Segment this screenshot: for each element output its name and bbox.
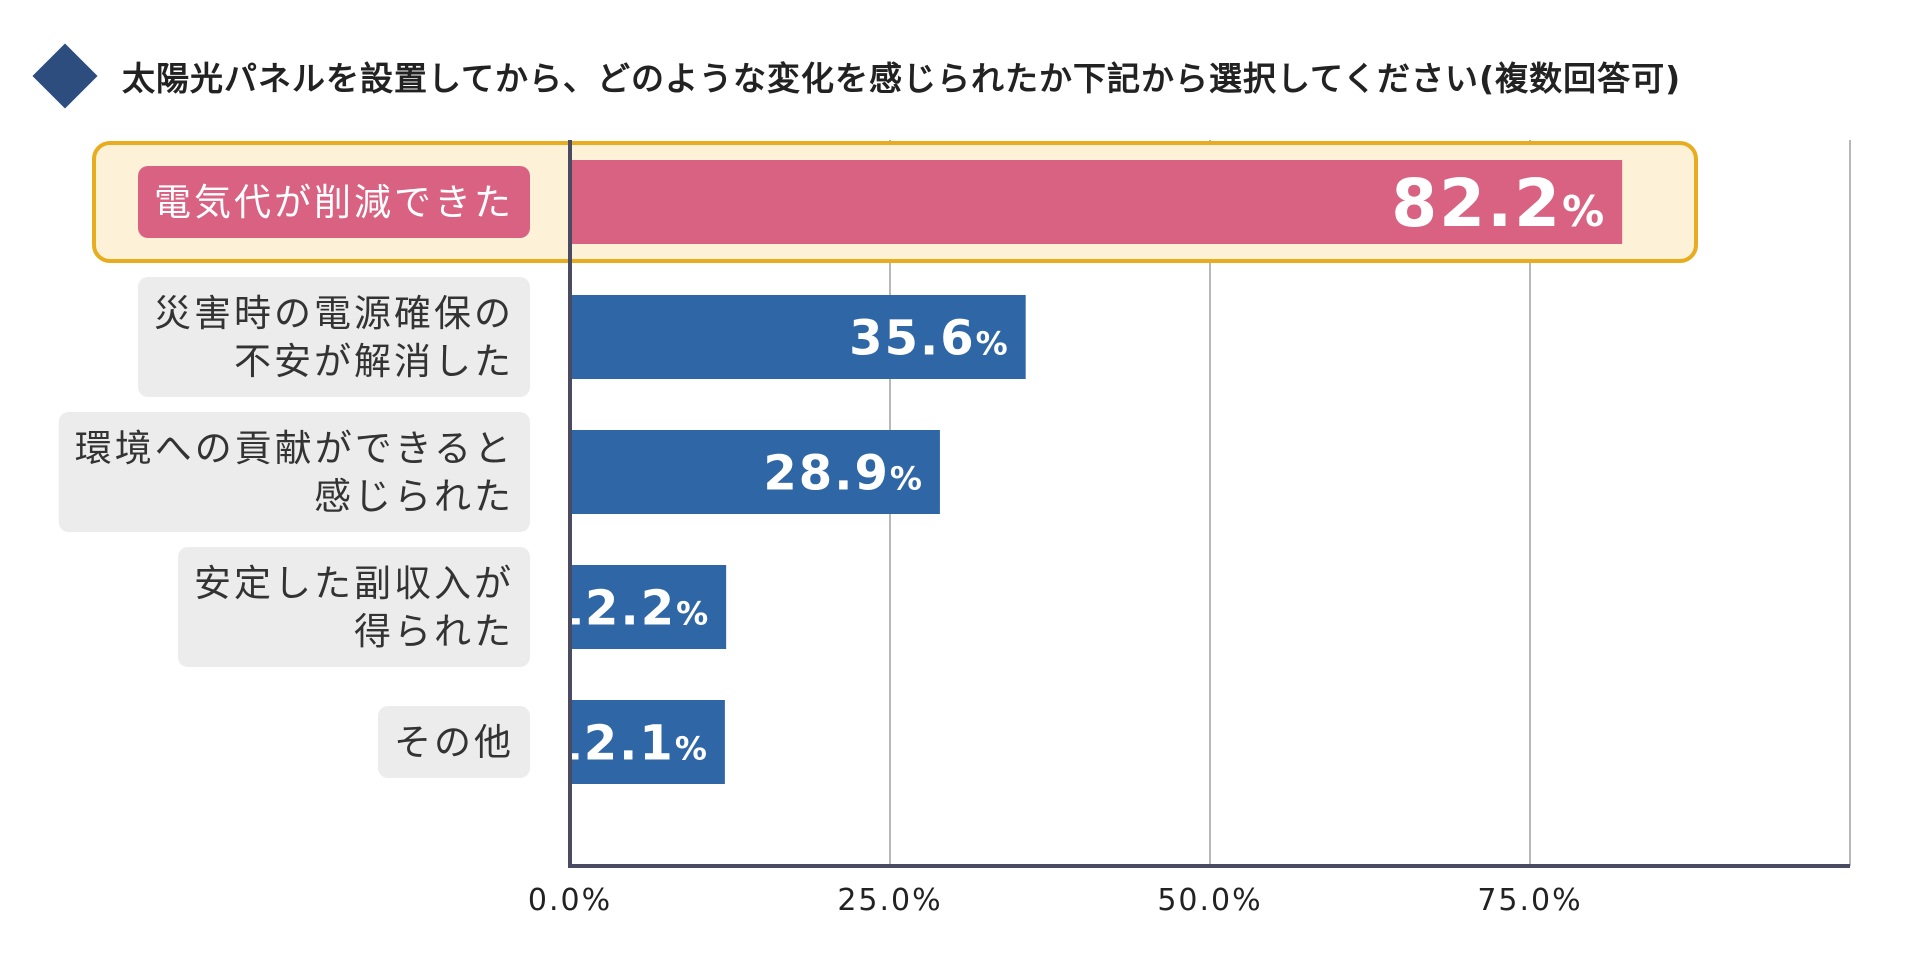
- bar: [570, 700, 725, 784]
- category-label-box: [178, 547, 530, 667]
- x-tick-label: 75.0%: [1477, 883, 1582, 918]
- chart-title: 太陽光パネルを設置してから、どのような変化を感じられたか下記から選択してください…: [122, 59, 1682, 98]
- title-row: 太陽光パネルを設置してから、どのような変化を感じられたか下記から選択してください…: [30, 40, 1681, 112]
- category-label: 安定した副収入が: [194, 562, 514, 605]
- bar: [570, 430, 940, 514]
- category-label-box: [138, 166, 530, 238]
- category-label-box: [378, 706, 530, 778]
- data-label: 82.2%: [1391, 165, 1606, 242]
- category-label-box: [138, 277, 530, 397]
- x-tick-label: 0.0%: [528, 883, 612, 918]
- x-tick-label: 25.0%: [837, 883, 942, 918]
- category-label: 感じられた: [314, 475, 514, 518]
- category-label: 環境への貢献ができると: [75, 427, 514, 470]
- data-label: 35.6%: [849, 310, 1009, 366]
- category-label: 不安が解消した: [234, 340, 514, 383]
- bar: [570, 565, 727, 649]
- category-label: 災害時の電源確保の: [154, 292, 514, 335]
- x-tick-label: 50.0%: [1157, 883, 1262, 918]
- bar: [570, 160, 1623, 244]
- category-label: 得られた: [354, 610, 514, 653]
- category-label: 電気代が削減できた: [154, 181, 514, 224]
- bar: [570, 295, 1026, 379]
- category-label: その他: [394, 721, 514, 764]
- category-label-box: [58, 412, 530, 532]
- data-label: 28.9%: [763, 445, 923, 501]
